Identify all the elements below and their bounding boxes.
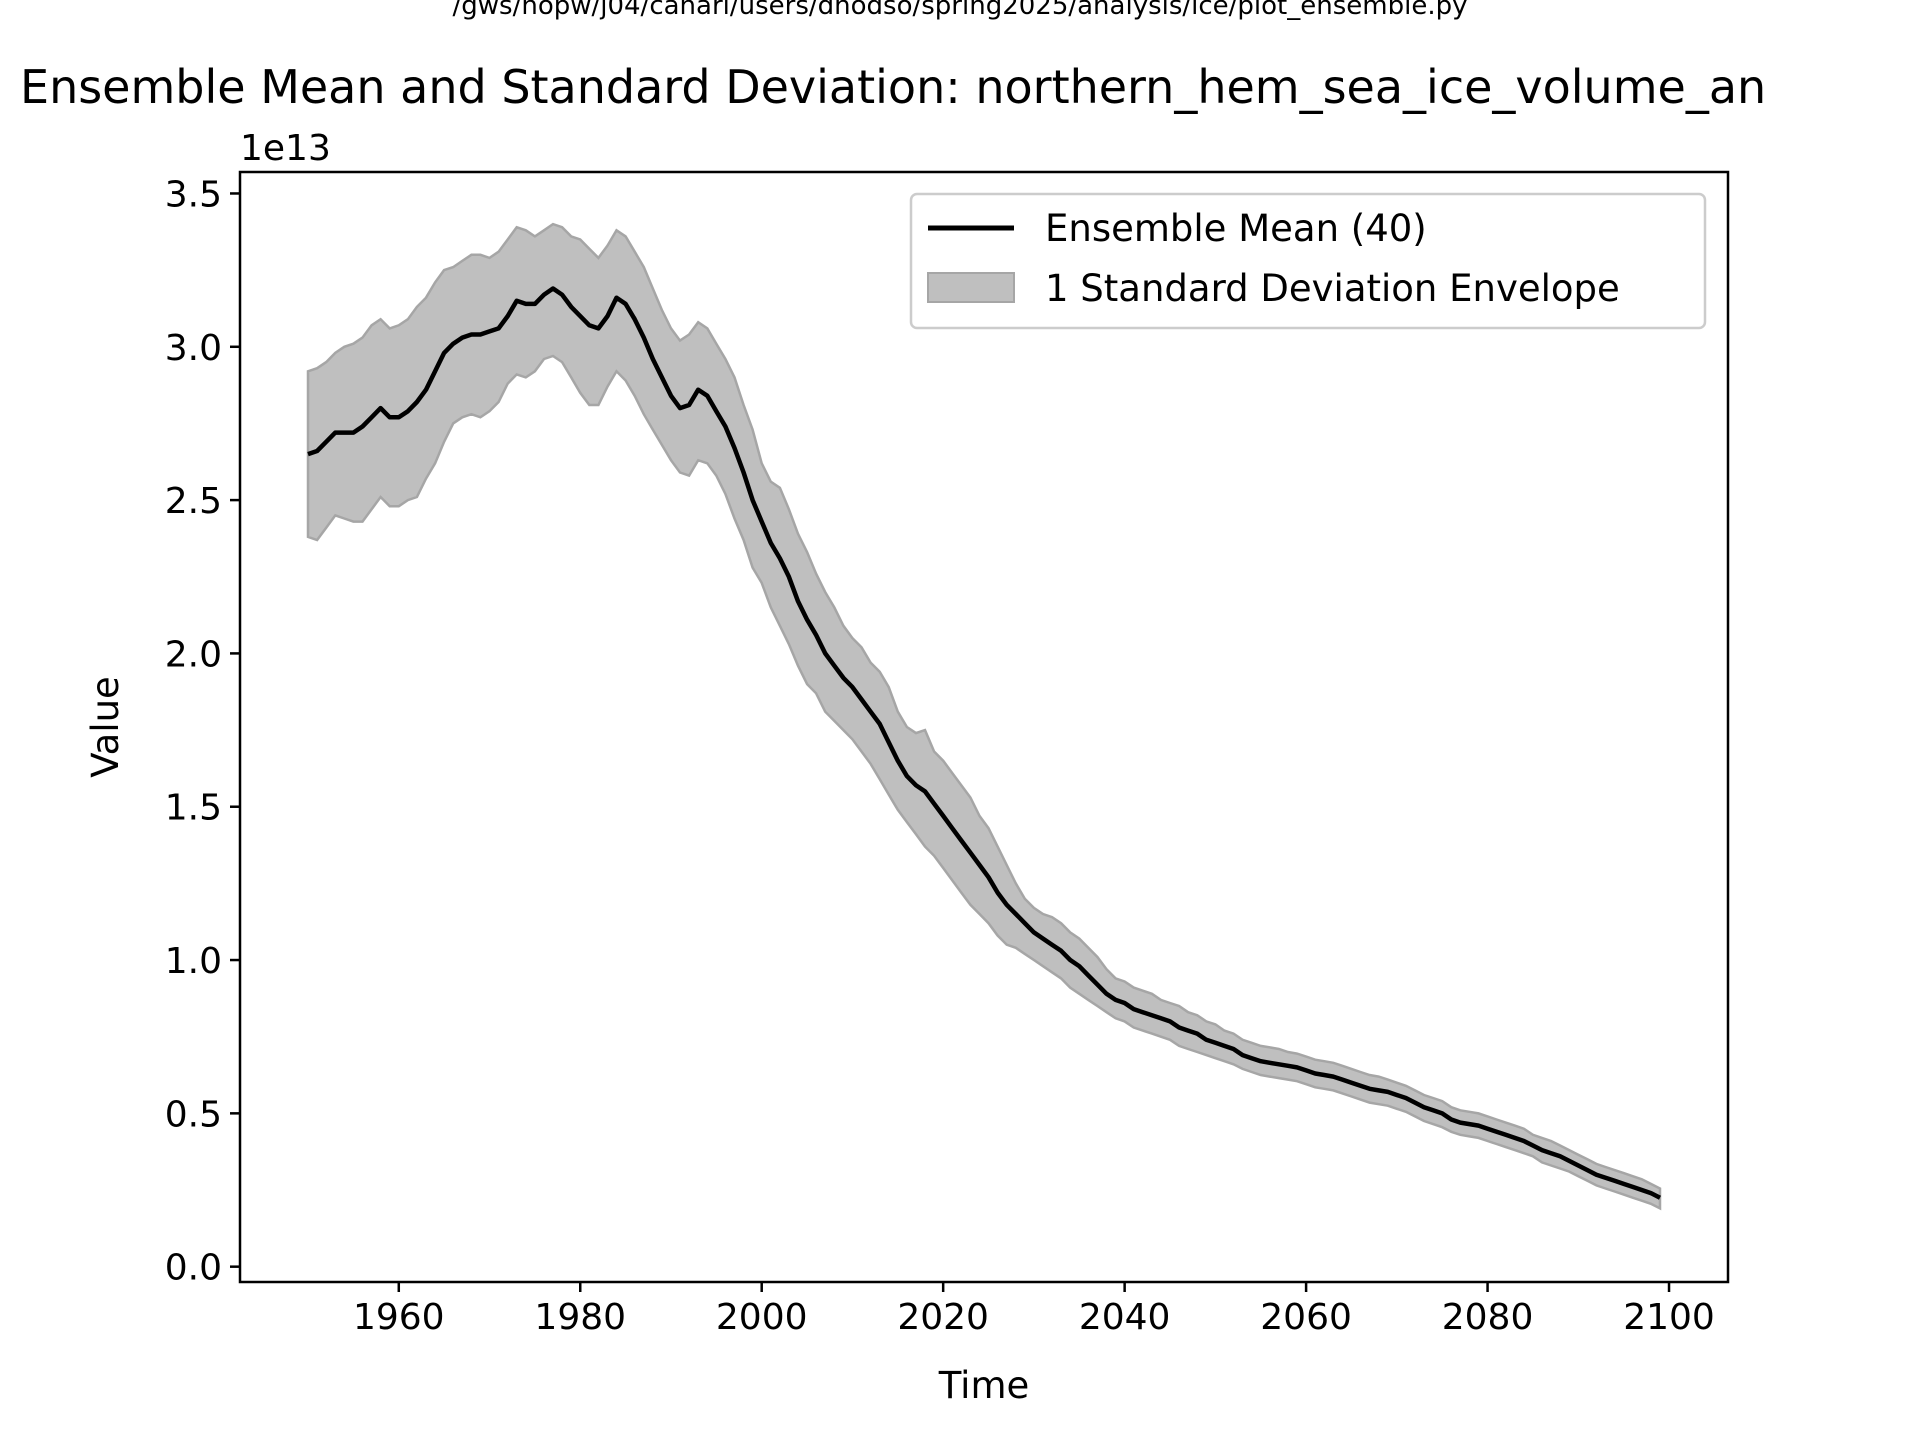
y-offset-label: 1e13 <box>240 128 331 169</box>
axes-frame <box>238 170 1730 1284</box>
x-axis-label: Time <box>938 1364 1030 1407</box>
x-tick-label: 2080 <box>1442 1297 1534 1338</box>
y-tick-label: 0.5 <box>165 1094 222 1135</box>
legend-entry-envelope: 1 Standard Deviation Envelope <box>1045 267 1620 310</box>
chart-title: Ensemble Mean and Standard Deviation: no… <box>20 60 1766 114</box>
y-tick-label: 2.5 <box>165 481 222 522</box>
legend-box <box>909 192 1707 330</box>
y-tick-label: 1.0 <box>165 941 222 982</box>
x-tick-label: 1960 <box>353 1297 445 1338</box>
legend-envelope-swatch <box>927 272 1015 303</box>
y-axis-ticks: 0.0 0.5 1.0 1.5 2.0 2.5 3.0 3.5 <box>165 174 240 1289</box>
x-tick-label: 2060 <box>1260 1297 1352 1338</box>
ensemble-mean-line <box>307 286 1662 1200</box>
legend: Ensemble Mean (40) 1 Standard Deviation … <box>909 192 1707 330</box>
x-tick-label: 2100 <box>1623 1297 1715 1338</box>
y-tick-label: 1.5 <box>165 788 222 829</box>
x-axis-ticks: 1960 1980 2000 2020 2040 2060 2080 2100 <box>353 1282 1715 1338</box>
x-tick-label: 2000 <box>716 1297 808 1338</box>
y-tick-label: 2.0 <box>165 634 222 675</box>
y-tick-label: 3.5 <box>165 174 222 215</box>
plot-area <box>306 222 1662 1211</box>
x-tick-label: 2020 <box>897 1297 989 1338</box>
y-tick-label: 3.0 <box>165 328 222 369</box>
legend-entry-mean: Ensemble Mean (40) <box>1045 207 1427 250</box>
x-tick-label: 2040 <box>1079 1297 1171 1338</box>
x-tick-label: 1980 <box>534 1297 626 1338</box>
source-path: /gws/nopw/j04/canari/users/dhodso/spring… <box>453 0 1468 21</box>
y-axis-label: Value <box>84 676 127 778</box>
y-tick-label: 0.0 <box>165 1248 222 1289</box>
std-envelope-area <box>306 222 1662 1211</box>
